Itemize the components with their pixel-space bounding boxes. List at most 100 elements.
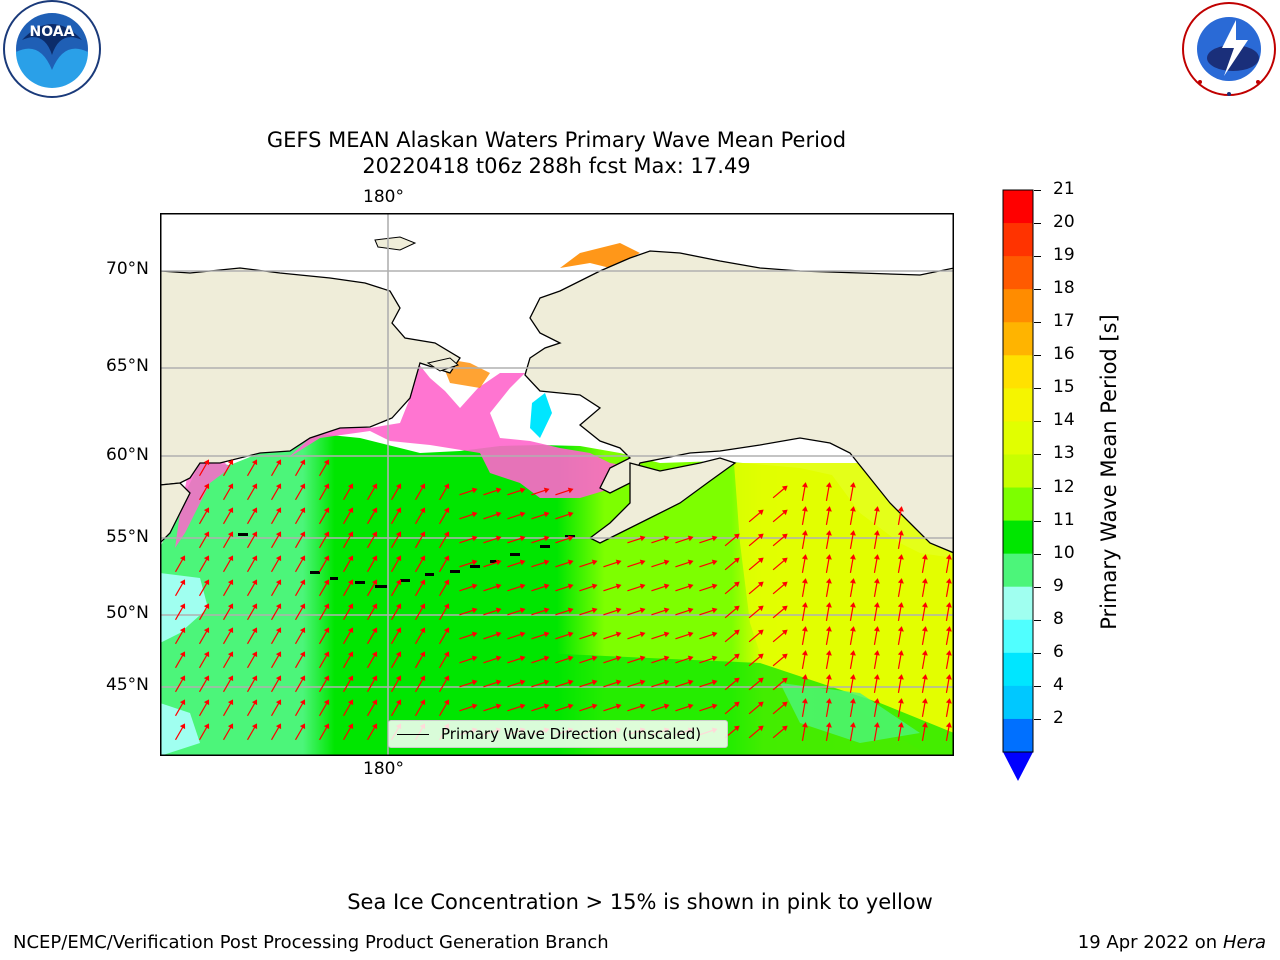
wave-arrow: [222, 651, 234, 669]
wave-arrow: [174, 603, 186, 621]
wave-arrow: [675, 583, 694, 592]
wave-arrow: [945, 626, 952, 645]
wave-arrow: [555, 703, 574, 712]
wave-arrow: [390, 579, 402, 597]
wave-arrow: [921, 554, 928, 573]
wave-arrow: [438, 507, 450, 525]
colorbar-segment: [1003, 388, 1033, 422]
wave-arrow: [294, 603, 306, 621]
wave-arrow: [414, 675, 426, 693]
wave-arrow: [801, 530, 808, 549]
wave-arrow: [246, 579, 258, 597]
wave-arrow: [459, 655, 478, 664]
map-title-line1: GEFS MEAN Alaskan Waters Primary Wave Me…: [266, 128, 847, 152]
wave-arrow: [945, 554, 952, 573]
wave-arrow: [724, 557, 740, 571]
wave-arrow: [342, 723, 354, 741]
colorbar: [1002, 189, 1034, 783]
wave-arrow: [603, 631, 622, 640]
colorbar-tick-mark: [1034, 718, 1041, 720]
wave-arrow: [849, 626, 856, 645]
wave-arrow: [318, 627, 330, 645]
map-svg: [160, 213, 954, 756]
wave-arrow: [459, 583, 478, 592]
colorbar-tick-label: 16: [1053, 344, 1075, 365]
wave-arrow: [897, 698, 904, 717]
wave-arrow: [270, 675, 282, 693]
wave-arrow: [507, 607, 526, 616]
wave-arrow: [849, 578, 856, 597]
wave-arrow: [603, 703, 622, 712]
wave-arrow: [318, 651, 330, 669]
colorbar-tick-mark: [1034, 322, 1041, 324]
noaa-logo-text: NOAA: [30, 24, 75, 40]
wave-arrow: [438, 651, 450, 669]
wave-arrow: [724, 677, 740, 691]
wave-arrow: [294, 507, 306, 525]
wave-arrow: [945, 578, 952, 597]
wave-arrow: [507, 559, 526, 568]
wave-arrow: [390, 555, 402, 573]
wave-arrow: [724, 653, 740, 667]
wave-arrow: [825, 698, 832, 717]
colorbar-tick-label: 13: [1053, 443, 1075, 464]
colorbar-tick-mark: [1034, 454, 1041, 456]
wave-arrow: [579, 631, 598, 640]
wave-arrow: [318, 555, 330, 573]
wave-arrow: [651, 559, 670, 568]
wave-arrow: [414, 699, 426, 717]
wave-arrow: [801, 482, 808, 501]
wave-arrow: [507, 703, 526, 712]
sea-ice-note: Sea Ice Concentration > 15% is shown in …: [347, 890, 933, 914]
wave-arrow: [724, 581, 740, 595]
lat-label-55: 55°N: [106, 527, 149, 547]
wave-arrow: [222, 603, 234, 621]
wave-arrow: [825, 650, 832, 669]
wave-arrow: [507, 679, 526, 688]
colorbar-tick-label: 21: [1053, 179, 1075, 199]
wave-arrow: [366, 699, 378, 717]
wave-arrow: [390, 699, 402, 717]
wave-arrow: [921, 650, 928, 669]
wave-arrow: [390, 603, 402, 621]
wave-arrow: [897, 626, 904, 645]
wave-arrow: [555, 535, 574, 544]
wave-arrow: [849, 674, 856, 693]
wave-arrow: [222, 699, 234, 717]
wave-arrow: [603, 607, 622, 616]
wave-arrow: [507, 511, 526, 520]
wave-arrow: [318, 483, 330, 501]
wave-arrow: [174, 579, 186, 597]
wave-arrow: [801, 722, 808, 741]
wave-arrow: [270, 627, 282, 645]
wave-arrow: [748, 677, 764, 691]
wave-arrow: [772, 557, 788, 571]
wave-arrow: [366, 579, 378, 597]
wave-arrow: [246, 675, 258, 693]
lat-label-60: 60°N: [106, 445, 149, 465]
wave-arrow: [198, 675, 210, 693]
wave-arrow: [627, 631, 646, 640]
wave-arrow: [849, 602, 856, 621]
wave-arrow: [531, 655, 550, 664]
wave-arrow: [366, 603, 378, 621]
wave-arrow: [390, 675, 402, 693]
wave-arrow: [699, 703, 718, 712]
colorbar-segment: [1003, 454, 1033, 489]
wave-arrow: [198, 483, 210, 501]
wave-arrow: [366, 507, 378, 525]
wave-arrow: [294, 483, 306, 501]
colorbar-tick-mark: [1034, 652, 1041, 654]
wave-arrow: [390, 483, 402, 501]
colorbar-tick-label: 11: [1053, 509, 1075, 530]
wave-arrow: [294, 459, 306, 477]
wave-arrow: [825, 554, 832, 573]
colorbar-tick-label: 8: [1053, 608, 1064, 629]
wave-arrow: [873, 650, 880, 669]
wave-arrow: [897, 674, 904, 693]
wave-arrow: [748, 605, 764, 619]
wave-arrow: [772, 677, 788, 691]
wave-arrow: [270, 651, 282, 669]
lon-label-bottom: 180°: [363, 759, 404, 779]
wave-arrow: [627, 559, 646, 568]
